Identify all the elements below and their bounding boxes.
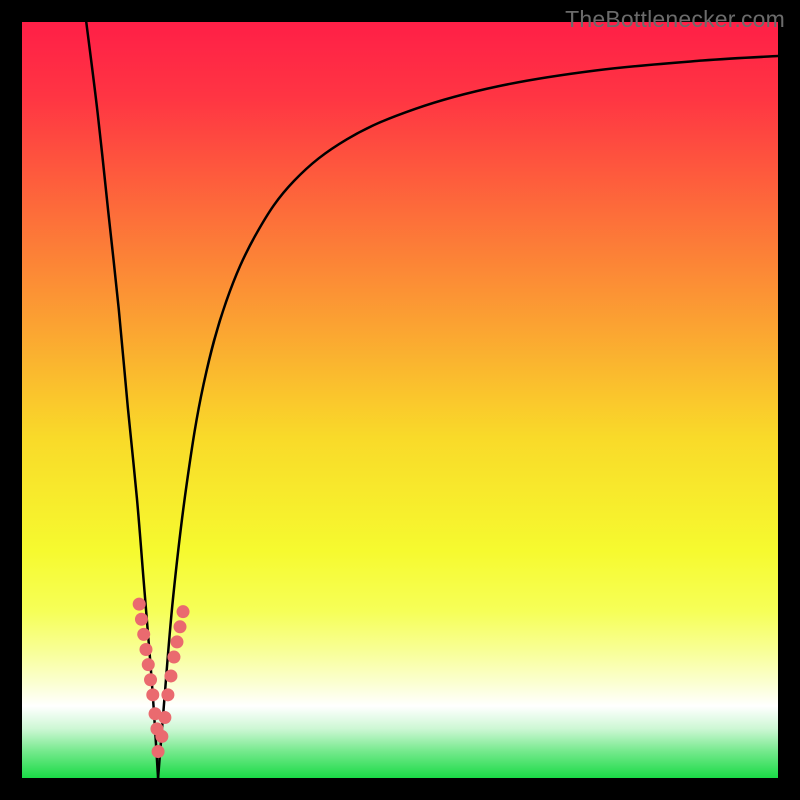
data-marker <box>144 673 157 686</box>
watermark-text: TheBottlenecker.com <box>565 6 785 33</box>
data-marker <box>161 688 174 701</box>
chart-svg <box>22 22 778 778</box>
data-marker <box>133 598 146 611</box>
data-marker <box>174 620 187 633</box>
plot-area <box>22 22 778 778</box>
data-marker <box>137 628 150 641</box>
data-marker <box>158 711 171 724</box>
data-marker <box>167 651 180 664</box>
data-marker <box>139 643 152 656</box>
data-marker <box>170 635 183 648</box>
gradient-background <box>22 22 778 778</box>
chart-stage: TheBottlenecker.com <box>0 0 800 800</box>
data-marker <box>135 613 148 626</box>
data-marker <box>146 688 159 701</box>
data-marker <box>177 605 190 618</box>
data-marker <box>142 658 155 671</box>
data-marker <box>155 730 168 743</box>
data-marker <box>152 745 165 758</box>
data-marker <box>164 669 177 682</box>
